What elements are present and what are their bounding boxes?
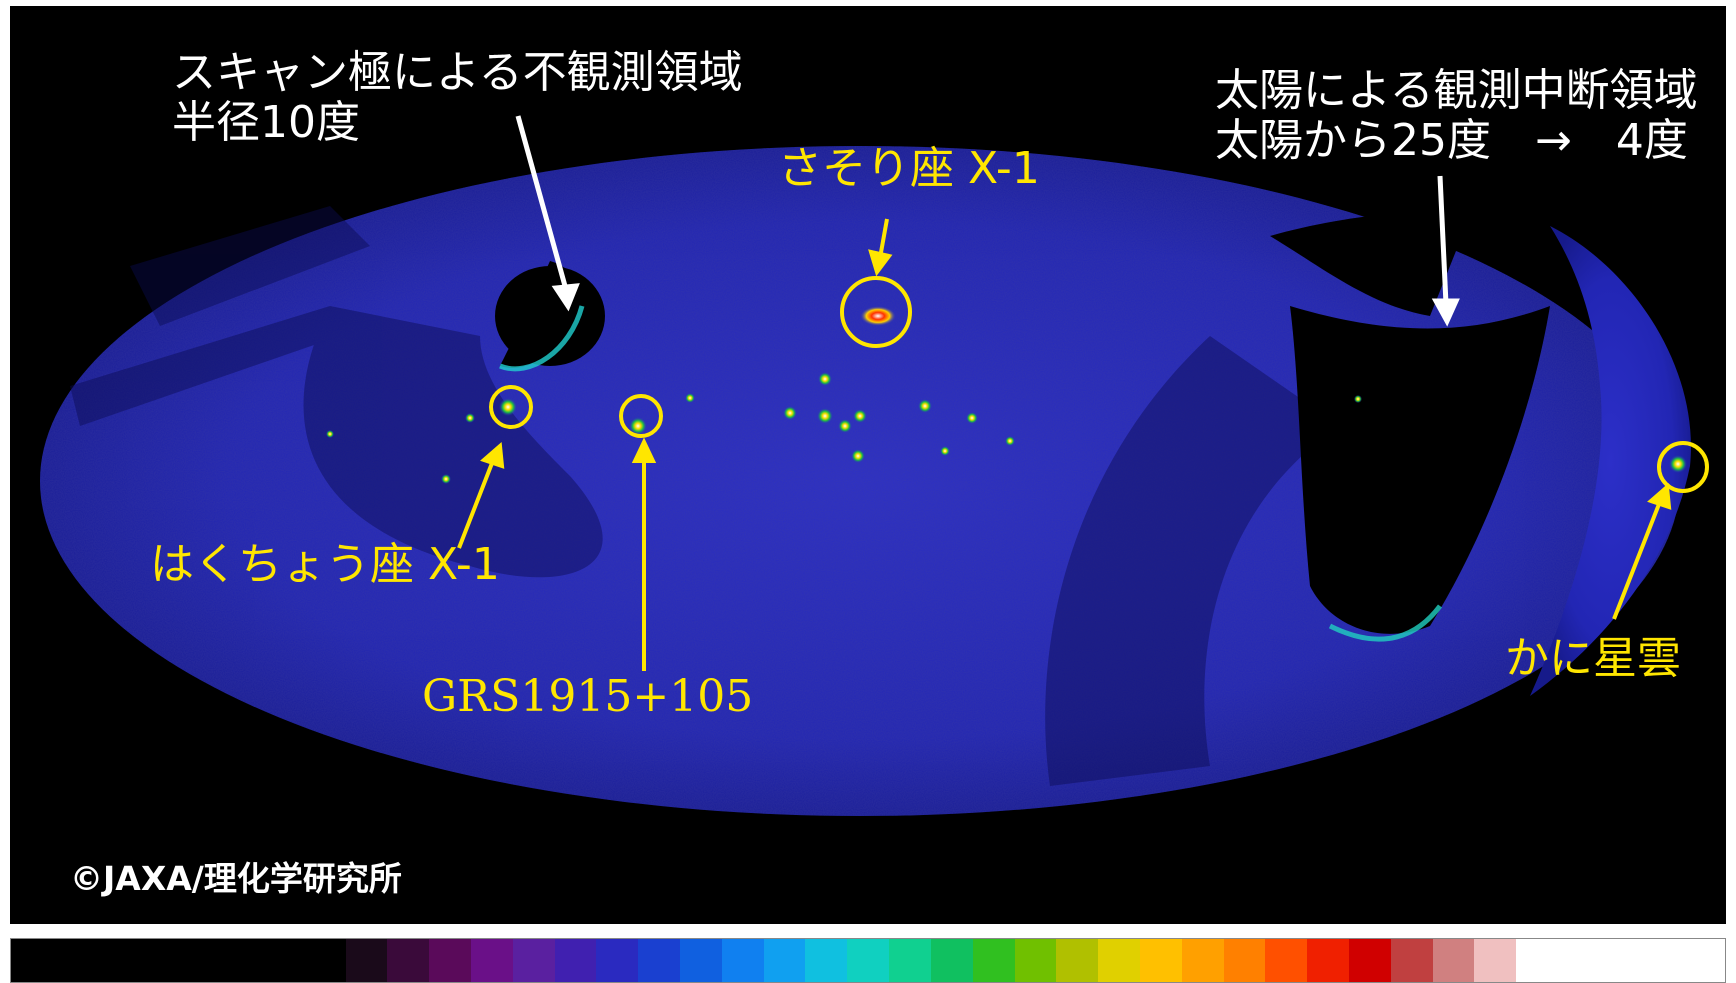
colorbar-segment: [94, 939, 137, 982]
colorbar-segment: [1181, 939, 1224, 982]
colorbar-segment: [680, 939, 722, 982]
colorbar-segment: [1139, 939, 1182, 982]
colorbar-segment: [1098, 939, 1140, 982]
colorbar-segment: [470, 939, 513, 982]
galactic-center-sources: [326, 372, 1362, 484]
colorbar-segment: [554, 939, 597, 982]
yellow-arrows: [457, 218, 1672, 671]
colorbar-segment: [889, 939, 931, 982]
white-arrows: [515, 115, 1460, 327]
colorbar-segment: [303, 939, 346, 982]
colorbar-segment: [178, 939, 221, 982]
cyg-x1-label: はくちょう座 X-1: [150, 539, 500, 590]
scan-pole-hole: [495, 266, 605, 366]
source-cyg-x1: [499, 398, 517, 416]
sco-x1-text: さそり座 X-1: [778, 143, 1040, 194]
colorbar-segment: [345, 939, 388, 982]
source-grs1915: [629, 417, 647, 435]
sun-label-line2: 太陽から25度 → 4度: [1215, 115, 1688, 166]
all-sky-xray-map: スキャン極による不観測領域 半径10度 太陽による観測中断領域 太陽から25度 …: [10, 6, 1726, 924]
colorbar-segment: [220, 939, 262, 982]
sco-x1-label: さそり座 X-1: [778, 142, 1040, 196]
colorbar-segment: [1390, 939, 1433, 982]
colorbar-segment: [1474, 939, 1517, 982]
source-crab: [1669, 455, 1687, 473]
colorbar-segment: [1599, 939, 1642, 982]
colorbar-segment: [1516, 939, 1559, 982]
colorbar-segment: [136, 939, 179, 982]
colorbar-segment: [1307, 939, 1349, 982]
colorbar-segment: [972, 939, 1015, 982]
colorbar-segment: [387, 939, 430, 982]
copyright-text: ©JAXA/理化学研究所: [70, 859, 402, 898]
colorbar-segment: [11, 939, 53, 982]
colorbar-segment: [1683, 939, 1725, 982]
scan-pole-label-line2: 半径10度: [172, 97, 360, 148]
colorbar-segment: [847, 939, 890, 982]
crab-label: かに星雲: [1505, 633, 1681, 684]
colorbar-segment: [429, 939, 471, 982]
colorbar-segment: [930, 939, 973, 982]
colorbar-segment: [1432, 939, 1475, 982]
colorbar-segment: [512, 939, 555, 982]
colorbar-segment: [52, 939, 95, 982]
scan-pole-label-line1: スキャン極による不観測領域: [172, 47, 743, 98]
colorbar-segment: [1641, 939, 1684, 982]
sun-label-line1: 太陽による観測中断領域: [1215, 65, 1698, 116]
colorbar-segment: [805, 939, 848, 982]
colorbar-segment: [638, 939, 680, 982]
intensity-colorbar: [10, 938, 1726, 983]
sky-map-graphic: [40, 115, 1709, 816]
colorbar-segment: [1349, 939, 1391, 982]
colorbar-segment: [1265, 939, 1308, 982]
source-sco-x1: [860, 306, 896, 326]
colorbar-segment: [1056, 939, 1099, 982]
colorbar-segment: [1223, 939, 1266, 982]
colorbar-segment: [721, 939, 764, 982]
colorbar-segment: [1558, 939, 1600, 982]
colorbar-segment: [596, 939, 639, 982]
source-markers: [489, 276, 1709, 493]
colorbar-segment: [763, 939, 806, 982]
colorbar-segment: [1014, 939, 1057, 982]
grs-label: GRS1915+105: [422, 671, 754, 722]
colorbar-segment: [261, 939, 304, 982]
sun-avoidance-region: [1290, 306, 1550, 634]
